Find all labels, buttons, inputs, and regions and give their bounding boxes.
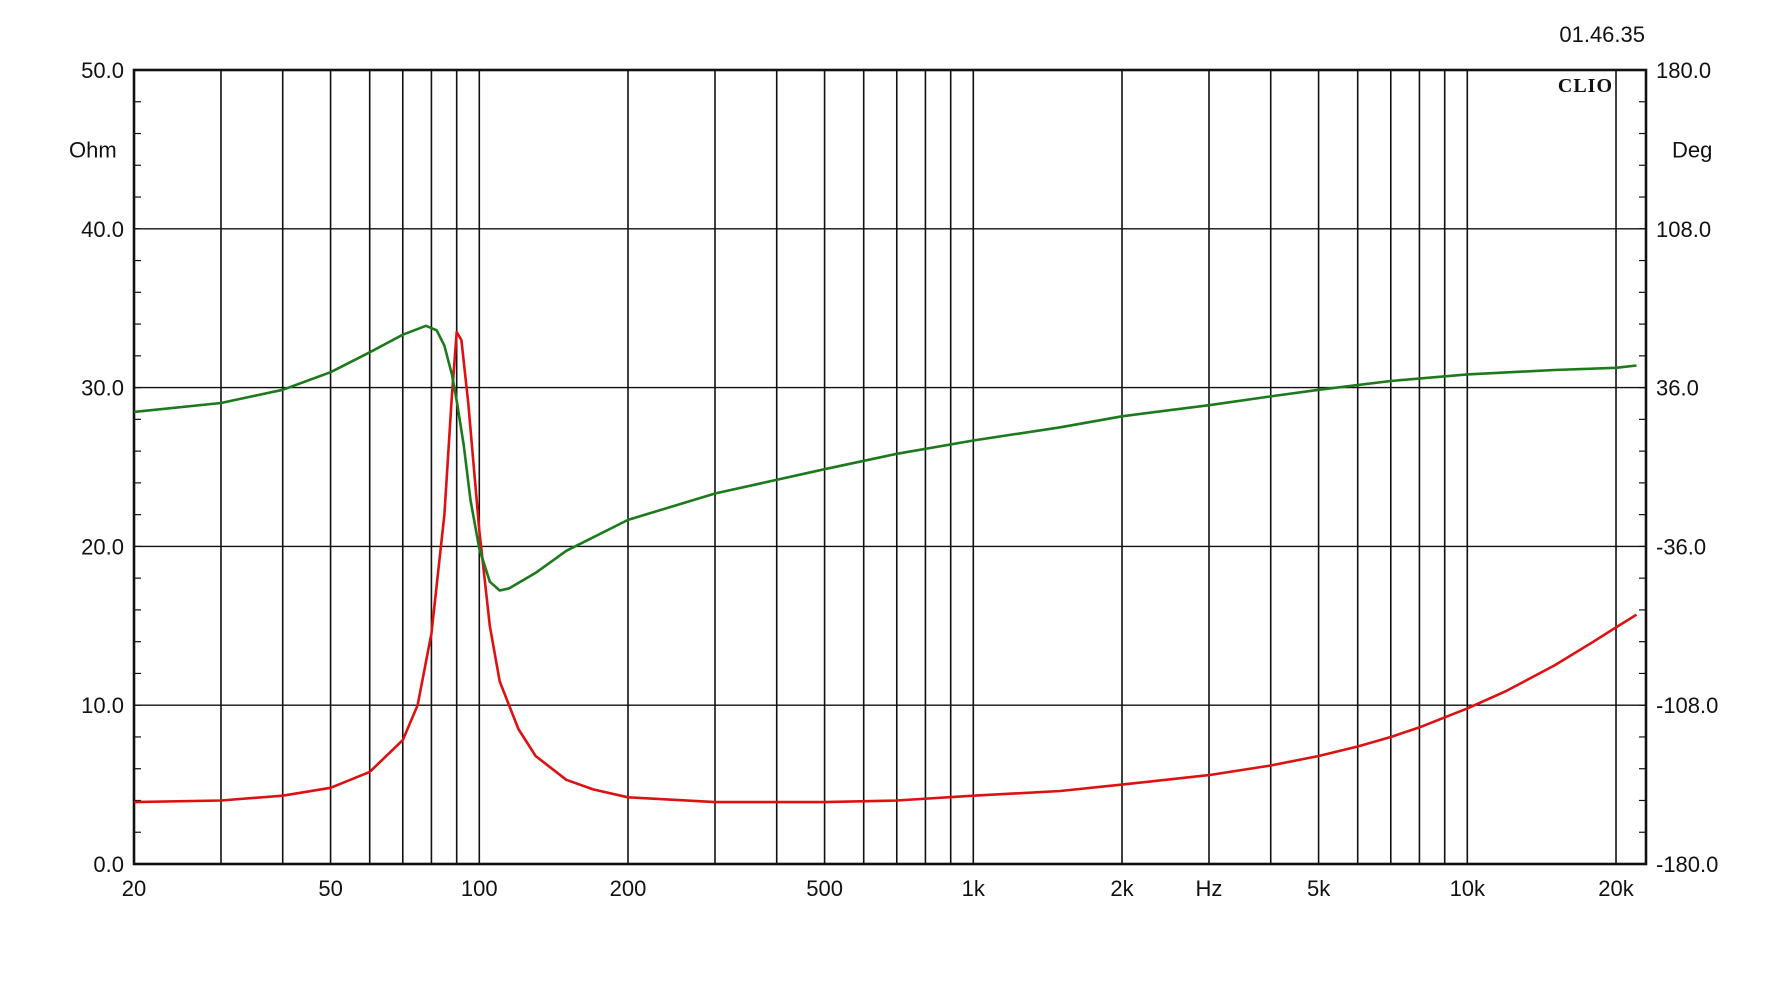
x-tick-label: 20k [1598,876,1634,901]
timestamp: 01.46.35 [1559,22,1645,47]
right-y-tick-label: 36.0 [1656,376,1699,401]
series-group [133,324,1638,804]
left-y-tick-label: 40.0 [81,217,124,242]
x-tick-label: 200 [610,876,647,901]
x-tick-label: 50 [318,876,342,901]
left-y-tick-label: 10.0 [81,693,124,718]
x-axis-label: Hz [1196,876,1223,901]
right-axis-unit: Deg [1672,137,1712,162]
plot-frame [132,68,1648,866]
left-y-tick-label: 30.0 [81,376,124,401]
right-y-tick-label: -36.0 [1656,534,1706,559]
x-tick-label: 2k [1110,876,1134,901]
right-y-tick-label: 180.0 [1656,58,1711,83]
x-tick-label: 10k [1450,876,1486,901]
left-y-tick-label: 50.0 [81,58,124,83]
right-y-tick-label: -108.0 [1656,693,1718,718]
x-tick-label: 100 [461,876,498,901]
left-y-tick-label: 20.0 [81,534,124,559]
x-tick-label: 20 [122,876,146,901]
plot-border [132,68,1648,866]
axis-labels: 20 50 100 200 500 1k 2k 5k 10k 20k Hz 0.0 10.0 20.0 30… [69,58,1718,901]
impedance-series-line [133,330,1638,804]
clio-logo: CLIO [1558,75,1613,97]
right-y-tick-label: 108.0 [1656,217,1711,242]
right-y-tick-label: -180.0 [1656,852,1718,877]
left-axis-unit: Ohm [69,137,117,162]
phase-series-line [133,324,1637,592]
left-y-tick-label: 0.0 [93,852,124,877]
x-tick-label: 1k [962,876,986,901]
x-tick-label: 5k [1307,876,1331,901]
x-tick-label: 500 [806,876,843,901]
